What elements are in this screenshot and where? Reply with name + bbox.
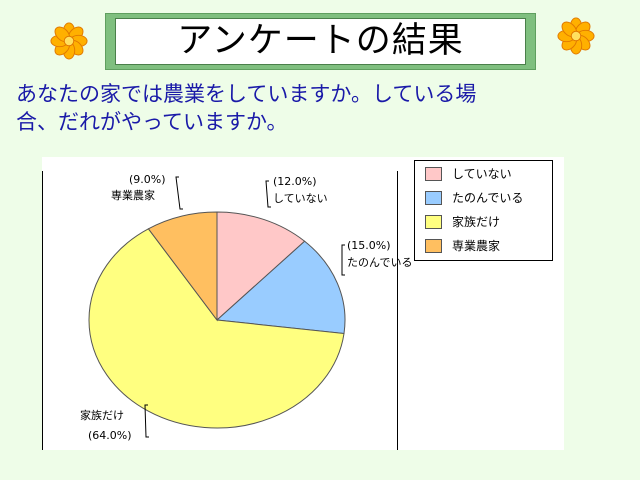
pie-chart-canvas: (12.0%)していない(15.0%)たのんでいる家族だけ(64.0%)(9.0… — [42, 160, 553, 450]
slice-label-name: していない — [273, 192, 328, 205]
legend-entry: していない — [452, 167, 512, 181]
legend-swatch — [425, 167, 442, 181]
slice-label-value: (15.0%) — [347, 239, 391, 252]
legend-swatch — [425, 191, 442, 205]
slice-label-value: (12.0%) — [273, 175, 317, 188]
slice-label-name: 家族だけ — [80, 408, 124, 422]
pie-chart: (12.0%) していない (15.0%) たのんでいる 家族だけ (64.0%) (9.0… — [42, 157, 564, 450]
question-line-2: 合、だれがやっていますか。 — [16, 110, 288, 134]
survey-question: あなたの家では農業をしていますか。している場 合、だれがやっていますか。 — [16, 80, 616, 136]
legend-swatch — [425, 215, 442, 229]
pie-slice — [216, 211, 306, 322]
slice-label-value: (9.0%) — [129, 173, 166, 186]
slice-label-name: 専業農家 — [111, 188, 155, 202]
flower-center — [570, 30, 582, 42]
legend-swatch — [425, 239, 442, 253]
pie-slice — [147, 211, 218, 322]
label-leader — [144, 404, 149, 438]
title-banner: アンケートの結果 — [105, 13, 536, 70]
flower-icon — [557, 17, 595, 55]
label-leader — [341, 244, 345, 276]
flower-icon — [50, 22, 88, 60]
pie-slice — [88, 228, 345, 429]
question-line-1: あなたの家では農業をしていますか。している場 — [16, 82, 477, 106]
slice-label-value: (64.0%) — [88, 429, 132, 442]
title-box: アンケートの結果 — [115, 18, 526, 65]
legend-entry: 家族だけ — [452, 214, 500, 229]
pie-slice — [215, 240, 346, 335]
label-leader — [265, 180, 271, 208]
legend-entry: 専業農家 — [452, 238, 500, 253]
page-title: アンケートの結果 — [177, 21, 464, 61]
flower-center — [63, 35, 75, 47]
label-leader — [175, 176, 183, 210]
slice-label-name: たのんでいる — [347, 256, 412, 269]
legend-entry: たのんでいる — [452, 191, 523, 205]
